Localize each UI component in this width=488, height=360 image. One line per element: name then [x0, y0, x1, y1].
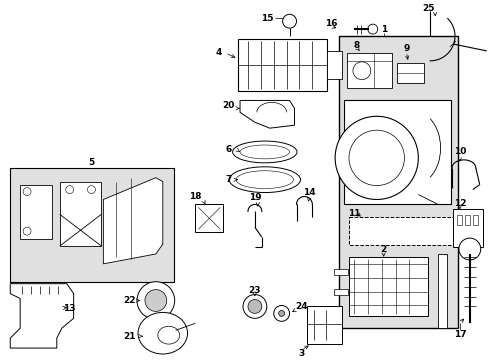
- Circle shape: [278, 310, 284, 316]
- Text: 23: 23: [248, 286, 261, 295]
- Text: 17: 17: [453, 330, 465, 339]
- Bar: [338, 36, 457, 328]
- Text: 14: 14: [303, 188, 315, 197]
- Bar: [307, 306, 342, 344]
- Bar: [333, 289, 347, 294]
- Text: 22: 22: [122, 296, 135, 305]
- Ellipse shape: [158, 326, 179, 344]
- Text: 20: 20: [222, 101, 234, 110]
- Bar: [344, 100, 450, 204]
- Text: 6: 6: [224, 145, 231, 154]
- Text: 7: 7: [224, 175, 231, 184]
- Text: 19: 19: [248, 193, 261, 202]
- Bar: [464, 215, 469, 225]
- Text: 8: 8: [353, 41, 359, 50]
- Text: 12: 12: [453, 199, 465, 208]
- Circle shape: [87, 186, 95, 194]
- Circle shape: [367, 24, 377, 34]
- Bar: [326, 51, 342, 78]
- Ellipse shape: [240, 145, 289, 159]
- Text: 9: 9: [403, 44, 409, 53]
- Ellipse shape: [229, 167, 300, 193]
- Ellipse shape: [232, 141, 296, 163]
- Text: 24: 24: [295, 302, 307, 311]
- Bar: [348, 257, 427, 316]
- Bar: [348, 217, 452, 245]
- Bar: [456, 215, 461, 225]
- Text: 15: 15: [261, 14, 273, 23]
- Bar: [437, 254, 446, 328]
- Bar: [472, 215, 477, 225]
- Text: 11: 11: [347, 209, 360, 218]
- Text: 10: 10: [453, 148, 465, 157]
- Bar: [10, 168, 173, 282]
- Circle shape: [352, 62, 370, 80]
- Circle shape: [334, 116, 417, 199]
- Circle shape: [273, 306, 289, 321]
- Polygon shape: [240, 100, 294, 128]
- Text: 3: 3: [298, 348, 304, 357]
- Circle shape: [65, 186, 74, 194]
- Ellipse shape: [236, 171, 293, 189]
- Ellipse shape: [137, 282, 174, 319]
- Text: 5: 5: [88, 158, 94, 167]
- Polygon shape: [10, 284, 74, 348]
- Circle shape: [23, 188, 31, 195]
- Text: 2: 2: [380, 244, 386, 253]
- Bar: [195, 204, 223, 232]
- Polygon shape: [103, 178, 163, 264]
- Bar: [20, 185, 52, 239]
- Text: 25: 25: [421, 4, 434, 13]
- Bar: [60, 182, 101, 246]
- Bar: [452, 210, 482, 247]
- Ellipse shape: [243, 294, 266, 318]
- Bar: [346, 53, 391, 87]
- Bar: [238, 39, 326, 90]
- Text: 18: 18: [189, 192, 202, 201]
- Bar: [333, 269, 347, 275]
- Ellipse shape: [247, 300, 261, 314]
- Circle shape: [23, 227, 31, 235]
- Circle shape: [282, 14, 296, 28]
- Text: 1: 1: [380, 24, 386, 33]
- Text: 4: 4: [215, 48, 221, 57]
- Circle shape: [348, 130, 404, 186]
- Text: 13: 13: [63, 304, 76, 313]
- Text: 16: 16: [324, 19, 337, 28]
- Text: 21: 21: [122, 332, 135, 341]
- Circle shape: [458, 238, 480, 260]
- Ellipse shape: [138, 312, 187, 354]
- Bar: [396, 63, 424, 82]
- Ellipse shape: [144, 289, 166, 311]
